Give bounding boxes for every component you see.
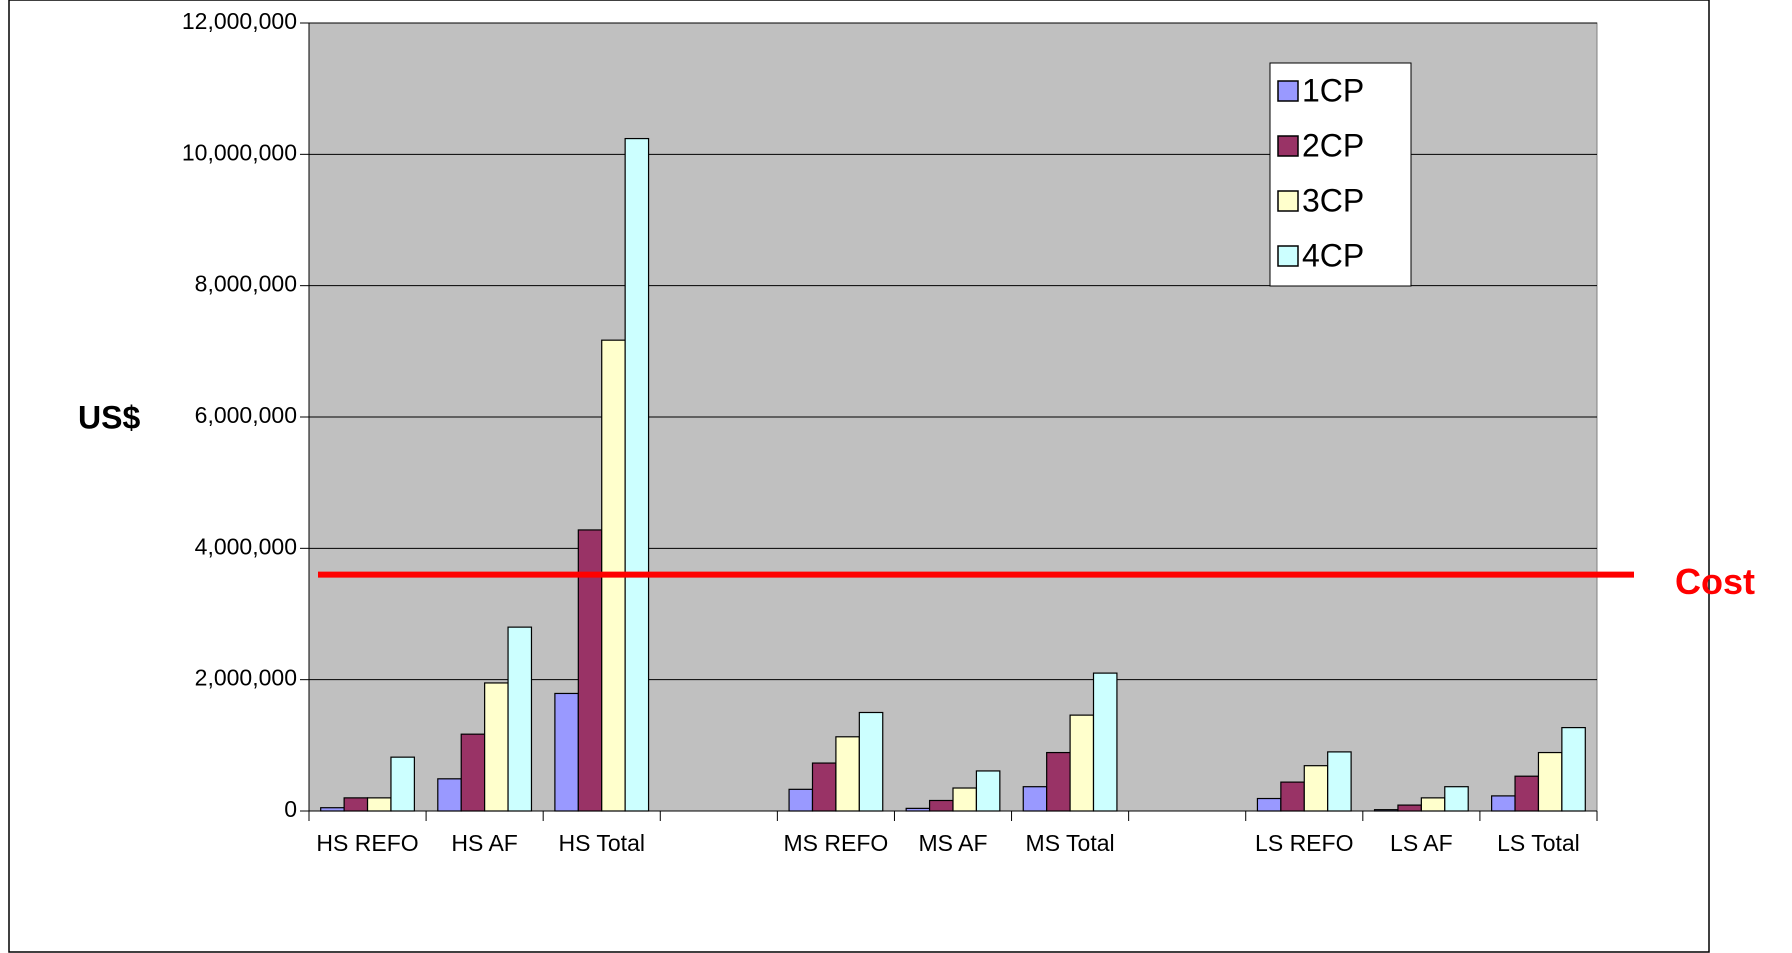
bar (554, 692, 579, 812)
legend-label: 2CP (1302, 127, 1364, 163)
bar (1420, 797, 1446, 812)
bar (952, 787, 978, 812)
bar (1373, 809, 1399, 812)
y-tick-label: 2,000,000 (195, 665, 297, 691)
bar (928, 799, 954, 812)
bar (975, 770, 1001, 812)
legend-swatch (1277, 135, 1299, 157)
bar (1514, 775, 1540, 812)
y-tick-label: 8,000,000 (195, 271, 297, 297)
bar (624, 137, 650, 812)
bar (460, 733, 486, 812)
bar (507, 626, 533, 812)
bar (811, 762, 837, 812)
y-tick-label: 4,000,000 (195, 533, 297, 559)
bar (366, 797, 392, 812)
bar (1256, 797, 1282, 812)
bar (1397, 804, 1422, 812)
bar (1022, 786, 1048, 812)
x-tick-label: LS AF (1390, 830, 1453, 856)
bar (1491, 795, 1516, 812)
legend-swatch (1277, 190, 1299, 212)
bar (1092, 672, 1118, 812)
x-tick-label: HS Total (558, 830, 645, 856)
legend-label: 3CP (1302, 182, 1364, 218)
x-tick-label: HS AF (451, 830, 517, 856)
bar (858, 711, 884, 812)
bar (1561, 727, 1586, 812)
bar (343, 797, 369, 812)
y-tick-label: 6,000,000 (195, 402, 297, 428)
bar (788, 788, 814, 812)
bar (1444, 786, 1469, 812)
y-tick-label: 12,000,000 (182, 8, 297, 34)
bar (1046, 751, 1071, 812)
bar (905, 807, 931, 812)
legend-label: 4CP (1302, 237, 1364, 273)
bar (484, 682, 509, 812)
bar (1537, 751, 1563, 812)
y-tick-label: 10,000,000 (182, 139, 297, 165)
bar (437, 778, 462, 812)
legend-label: 1CP (1302, 72, 1364, 108)
legend-swatch (1277, 245, 1299, 267)
legend-swatch (1277, 80, 1299, 102)
bar (835, 736, 860, 812)
bar (390, 756, 415, 812)
x-tick-label: MS Total (1026, 830, 1115, 856)
cost-label: Cost (1675, 561, 1755, 602)
y-tick-label: 0 (284, 796, 297, 822)
bar (320, 807, 345, 812)
bar (1280, 781, 1305, 812)
x-tick-label: MS REFO (784, 830, 889, 856)
x-tick-label: MS AF (918, 830, 987, 856)
x-tick-label: LS REFO (1255, 830, 1353, 856)
bar (1303, 765, 1329, 812)
bar (1327, 751, 1352, 812)
bar (1069, 714, 1095, 812)
x-tick-label: HS REFO (316, 830, 418, 856)
x-tick-label: LS Total (1497, 830, 1580, 856)
y-axis-label: US$ (78, 399, 140, 435)
